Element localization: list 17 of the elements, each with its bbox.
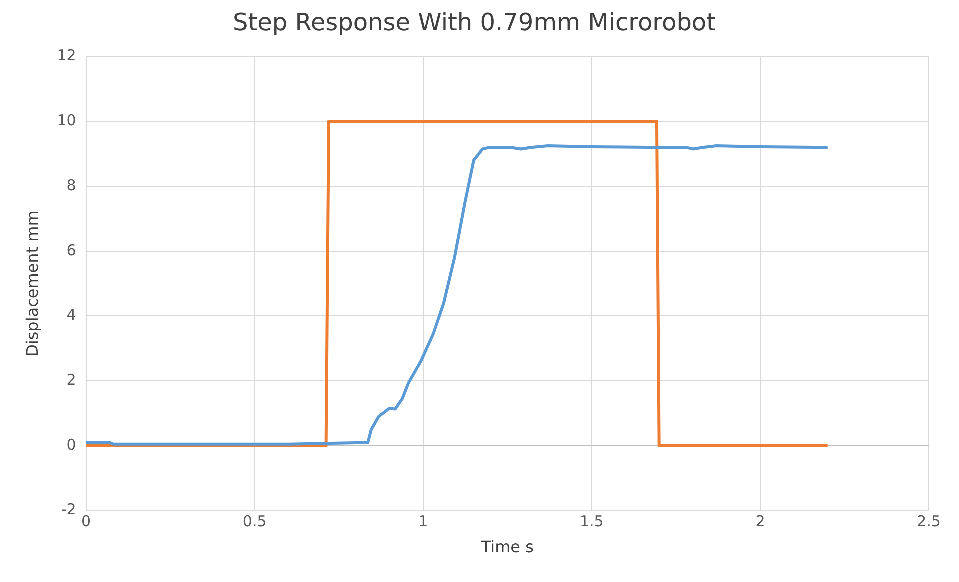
y-tick-label: 8 [66, 176, 76, 194]
x-tick-label: 1 [418, 512, 428, 531]
chart-title: Step Response With 0.79mm Microrobot [232, 8, 716, 37]
x-tick-label: 0 [82, 512, 92, 531]
x-tick-label: 2 [756, 512, 766, 531]
y-tick-label: 10 [57, 112, 76, 130]
x-tick-label: 2.5 [917, 512, 941, 531]
y-tick-label: 2 [66, 370, 76, 389]
y-tick-label: 4 [66, 306, 76, 324]
x-tick-label: 1.5 [580, 512, 604, 531]
y-axis-title: Displacement mm [22, 210, 42, 357]
x-tick-label: 0.5 [242, 512, 267, 531]
y-tick-label: 0 [66, 436, 76, 454]
x-axis-title: Time s [480, 538, 534, 557]
y-tick-label: 12 [57, 46, 76, 65]
y-tick-label: -2 [61, 500, 76, 519]
y-tick-label: 6 [66, 241, 76, 260]
